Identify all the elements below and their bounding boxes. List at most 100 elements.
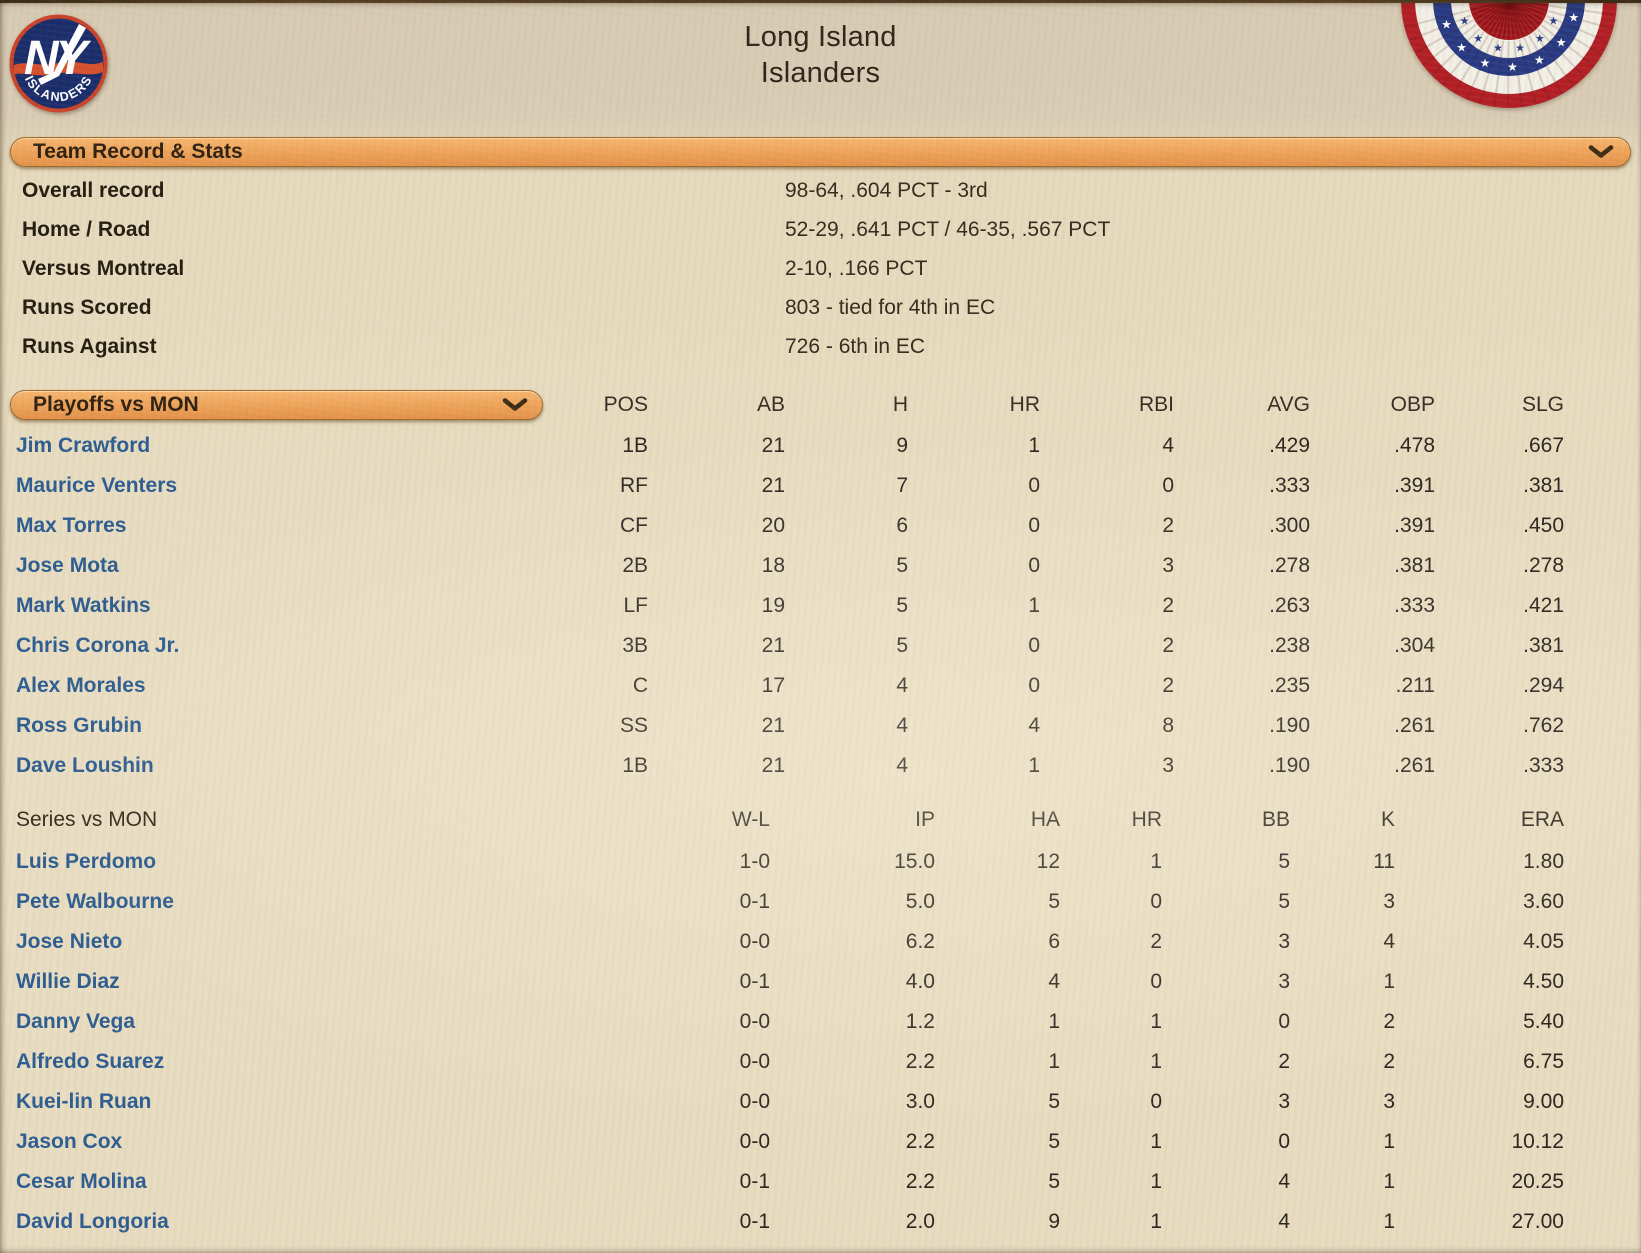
team-record-list: Overall record 98-64, .604 PCT - 3rd Home … xyxy=(0,171,1641,366)
stat-cell: 4.05 xyxy=(1523,930,1564,953)
svg-text:★: ★ xyxy=(1473,33,1483,45)
player-name-link[interactable]: Kuei-lin Ruan xyxy=(16,1090,152,1113)
team-record-row: Versus Montreal 2-10, .166 PCT xyxy=(0,249,1641,288)
stat-cell: .300 xyxy=(1269,514,1310,537)
stat-cell: 5.0 xyxy=(905,890,935,913)
team-record-stats-section-bar[interactable]: Team Record & Stats xyxy=(10,137,1631,167)
stat-cell: 2B xyxy=(622,554,648,577)
svg-text:★: ★ xyxy=(1556,36,1567,50)
batting-column-header: OBP xyxy=(1390,393,1435,416)
svg-text:★: ★ xyxy=(1568,11,1579,25)
player-name-link[interactable]: Jose Nieto xyxy=(16,930,123,953)
stat-cell: 3 xyxy=(1383,1090,1395,1113)
player-name-link[interactable]: Max Torres xyxy=(16,514,127,537)
svg-text:★: ★ xyxy=(1534,53,1545,67)
stat-cell: 2 xyxy=(1162,634,1174,657)
player-name-link[interactable]: Pete Walbourne xyxy=(16,890,174,913)
record-value: 726 - 6th in EC xyxy=(785,334,926,358)
player-name-link[interactable]: David Longoria xyxy=(16,1210,169,1233)
pitching-header-row: Series vs MON W-L IP HA HR BB K ERA xyxy=(0,800,1641,840)
stat-cell: 2 xyxy=(1383,1050,1395,1073)
stat-cell: .238 xyxy=(1269,634,1310,657)
stat-cell: 6.2 xyxy=(905,930,935,953)
player-name-link[interactable]: Danny Vega xyxy=(16,1010,136,1033)
batting-row: Chris Corona Jr. 3B 21 5 0 2 .238 .304 .381 xyxy=(0,626,1641,666)
stat-cell: 0-0 xyxy=(739,1010,770,1033)
stat-cell: 0 xyxy=(1278,1130,1290,1153)
player-name-link[interactable]: Chris Corona Jr. xyxy=(16,634,180,657)
player-name-link[interactable]: Luis Perdomo xyxy=(16,850,157,873)
batting-column-header: H xyxy=(892,393,908,416)
stat-cell: 7 xyxy=(896,474,908,497)
player-name-link[interactable]: Alfredo Suarez xyxy=(16,1050,165,1073)
pitching-row: Kuei-lin Ruan 0-0 3.0 5 0 3 3 9.00 xyxy=(0,1082,1641,1122)
stat-cell: 5 xyxy=(896,634,908,657)
player-name-link[interactable]: Maurice Venters xyxy=(16,474,178,497)
stat-cell: 2 xyxy=(1162,514,1174,537)
stat-cell: 0-1 xyxy=(739,1170,770,1193)
team-record-row: Overall record 98-64, .604 PCT - 3rd xyxy=(0,171,1641,210)
stat-cell: 4 xyxy=(1162,434,1174,457)
stat-cell: 1B xyxy=(622,434,648,457)
stat-cell: 21 xyxy=(761,434,785,457)
player-name-link[interactable]: Jason Cox xyxy=(16,1130,123,1153)
pitching-section-title: Series vs MON xyxy=(16,808,158,831)
svg-text:★: ★ xyxy=(1515,43,1525,55)
pitching-table: Luis Perdomo 1-0 15.0 12 1 5 11 1.80 Pete Walbou… xyxy=(0,842,1641,1242)
stat-cell: 4 xyxy=(1028,714,1040,737)
logo-hockey-stick xyxy=(38,24,86,85)
stat-cell: 5 xyxy=(1048,1170,1060,1193)
stat-cell: .333 xyxy=(1394,594,1435,617)
batting-row: Max Torres CF 20 6 0 2 .300 .391 .450 xyxy=(0,506,1641,546)
batting-split-dropdown[interactable]: Playoffs vs MON xyxy=(10,390,543,420)
stat-cell: .263 xyxy=(1269,594,1310,617)
svg-text:★: ★ xyxy=(1441,17,1452,31)
stat-cell: 1 xyxy=(1028,754,1040,777)
stat-cell: 0 xyxy=(1162,474,1174,497)
stat-cell: 2 xyxy=(1162,674,1174,697)
chevron-down-icon[interactable] xyxy=(1588,145,1614,159)
stat-cell: 2.2 xyxy=(905,1130,935,1153)
stat-cell: 1 xyxy=(1383,1170,1395,1193)
pitching-row: Alfredo Suarez 0-0 2.2 1 1 2 2 6.75 xyxy=(0,1042,1641,1082)
stat-cell: 4 xyxy=(1048,970,1060,993)
player-name-link[interactable]: Willie Diaz xyxy=(16,970,120,993)
player-name-link[interactable]: Ross Grubin xyxy=(16,714,143,737)
player-name-link[interactable]: Jose Mota xyxy=(16,554,119,577)
record-value: 52-29, .641 PCT / 46-35, .567 PCT xyxy=(785,217,1111,241)
pitching-column-header: BB xyxy=(1261,808,1290,831)
player-name-link[interactable]: Mark Watkins xyxy=(16,594,151,617)
stat-cell: 21 xyxy=(761,634,785,657)
pitching-row: Jose Nieto 0-0 6.2 6 2 3 4 4.05 xyxy=(0,922,1641,962)
team-logo: NY ISLANDERS xyxy=(9,14,108,113)
record-label: Home / Road xyxy=(22,217,151,241)
stat-cell: 4 xyxy=(896,754,908,777)
stat-cell: 3 xyxy=(1383,890,1395,913)
stat-cell: 20 xyxy=(761,514,785,537)
batting-row: Alex Morales C 17 4 0 2 .235 .211 .294 xyxy=(0,666,1641,706)
stat-cell: 1 xyxy=(1048,1010,1060,1033)
stat-cell: C xyxy=(632,674,648,697)
stat-cell: .391 xyxy=(1394,514,1435,537)
stat-cell: 3 xyxy=(1162,754,1174,777)
batting-column-header: AB xyxy=(756,393,785,416)
player-name-link[interactable]: Jim Crawford xyxy=(16,434,151,457)
stat-cell: 1 xyxy=(1028,434,1040,457)
pitching-column-header: HA xyxy=(1030,808,1060,831)
player-name-link[interactable]: Cesar Molina xyxy=(16,1170,147,1193)
stat-cell: .333 xyxy=(1269,474,1310,497)
stat-cell: 6 xyxy=(1048,930,1060,953)
pitching-column-header: IP xyxy=(915,808,935,831)
stat-cell: 1.2 xyxy=(905,1010,935,1033)
player-name-link[interactable]: Alex Morales xyxy=(16,674,146,697)
pitching-row: Pete Walbourne 0-1 5.0 5 0 5 3 3.60 xyxy=(0,882,1641,922)
player-name-link[interactable]: Dave Loushin xyxy=(16,754,154,777)
stat-cell: 3 xyxy=(1278,930,1290,953)
stat-cell: LF xyxy=(623,594,648,617)
stat-cell: 4 xyxy=(896,714,908,737)
chevron-down-icon xyxy=(502,398,528,411)
team-record-row: Runs Against 726 - 6th in EC xyxy=(0,327,1641,366)
stat-cell: .294 xyxy=(1523,674,1564,697)
stat-cell: 12 xyxy=(1036,850,1060,873)
stat-cell: 0 xyxy=(1028,674,1040,697)
